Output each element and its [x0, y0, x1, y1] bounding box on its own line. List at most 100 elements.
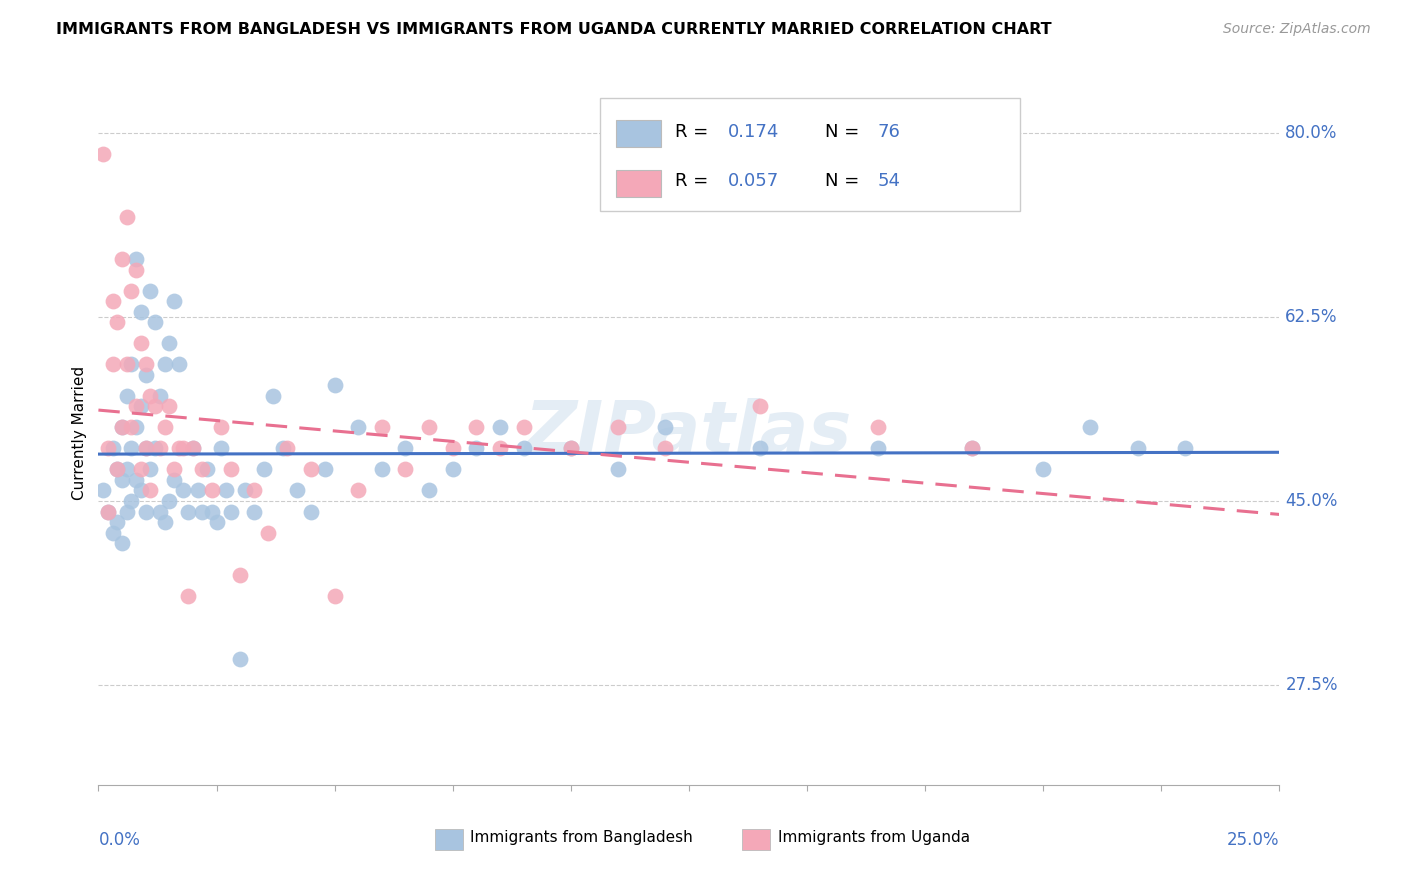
Text: 45.0%: 45.0%	[1285, 492, 1337, 510]
Point	[153, 515, 176, 529]
Point	[105, 515, 128, 529]
Point	[153, 357, 176, 371]
Point	[111, 536, 134, 550]
Point	[167, 357, 190, 371]
Point	[371, 420, 394, 434]
Point	[229, 567, 252, 582]
Point	[347, 483, 370, 498]
Text: R =: R =	[675, 123, 714, 141]
Point	[314, 462, 336, 476]
Point	[243, 504, 266, 518]
Text: 54: 54	[877, 172, 901, 190]
Point	[125, 473, 148, 487]
Point	[149, 389, 172, 403]
Text: Source: ZipAtlas.com: Source: ZipAtlas.com	[1223, 22, 1371, 37]
Point	[125, 252, 148, 266]
Text: 25.0%: 25.0%	[1227, 830, 1279, 849]
Point	[866, 420, 889, 434]
Point	[209, 420, 232, 434]
Point	[129, 462, 152, 476]
Point	[143, 442, 166, 456]
Point	[125, 262, 148, 277]
Point	[139, 462, 162, 476]
Point	[129, 483, 152, 498]
Point	[285, 483, 308, 498]
Point	[371, 462, 394, 476]
Point	[560, 442, 582, 456]
FancyBboxPatch shape	[742, 829, 770, 850]
Point	[167, 442, 190, 456]
Point	[347, 420, 370, 434]
Point	[465, 420, 488, 434]
Point	[135, 442, 157, 456]
Point	[97, 442, 120, 456]
Point	[135, 504, 157, 518]
Point	[201, 483, 224, 498]
Text: 0.0%: 0.0%	[98, 830, 141, 849]
Point	[143, 400, 166, 414]
Point	[1174, 442, 1197, 456]
Point	[172, 483, 194, 498]
Text: N =: N =	[825, 123, 865, 141]
Point	[299, 504, 322, 518]
Point	[962, 442, 984, 456]
Point	[418, 420, 440, 434]
Point	[125, 420, 148, 434]
Point	[135, 357, 157, 371]
Text: 76: 76	[877, 123, 901, 141]
Point	[115, 389, 138, 403]
Point	[748, 442, 770, 456]
Point	[465, 442, 488, 456]
Point	[1032, 462, 1054, 476]
Point	[111, 420, 134, 434]
Text: IMMIGRANTS FROM BANGLADESH VS IMMIGRANTS FROM UGANDA CURRENTLY MARRIED CORRELATI: IMMIGRANTS FROM BANGLADESH VS IMMIGRANTS…	[56, 22, 1052, 37]
Point	[105, 462, 128, 476]
FancyBboxPatch shape	[600, 98, 1019, 211]
Point	[121, 420, 143, 434]
Point	[101, 442, 124, 456]
Text: Immigrants from Bangladesh: Immigrants from Bangladesh	[471, 830, 693, 846]
Point	[172, 442, 194, 456]
Point	[115, 210, 138, 224]
Point	[91, 483, 114, 498]
Point	[262, 389, 284, 403]
Point	[97, 504, 120, 518]
Point	[153, 420, 176, 434]
Point	[115, 357, 138, 371]
Point	[323, 589, 346, 603]
Point	[243, 483, 266, 498]
Point	[748, 400, 770, 414]
Point	[441, 462, 464, 476]
Point	[157, 494, 180, 508]
Point	[441, 442, 464, 456]
Text: ZIPatlas: ZIPatlas	[526, 398, 852, 467]
Point	[229, 652, 252, 666]
Text: 0.174: 0.174	[728, 123, 779, 141]
Text: 0.057: 0.057	[728, 172, 779, 190]
Point	[299, 462, 322, 476]
Point	[205, 515, 228, 529]
Point	[125, 400, 148, 414]
FancyBboxPatch shape	[616, 120, 661, 147]
Point	[121, 442, 143, 456]
Point	[139, 483, 162, 498]
Y-axis label: Currently Married: Currently Married	[72, 366, 87, 500]
Point	[181, 442, 204, 456]
Point	[111, 473, 134, 487]
Point	[512, 420, 534, 434]
Point	[163, 462, 186, 476]
Point	[91, 147, 114, 161]
Text: Immigrants from Uganda: Immigrants from Uganda	[778, 830, 970, 846]
Point	[394, 442, 416, 456]
Point	[962, 442, 984, 456]
Point	[1080, 420, 1102, 434]
Point	[129, 304, 152, 318]
Point	[101, 525, 124, 540]
FancyBboxPatch shape	[434, 829, 464, 850]
Point	[201, 504, 224, 518]
Point	[139, 389, 162, 403]
Point	[157, 400, 180, 414]
Point	[177, 589, 200, 603]
Text: 80.0%: 80.0%	[1285, 124, 1337, 142]
Point	[163, 473, 186, 487]
